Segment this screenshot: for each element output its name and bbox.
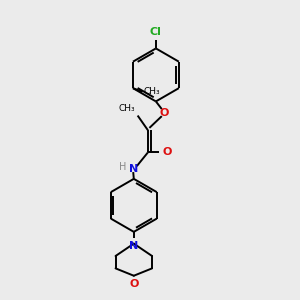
Text: H: H <box>119 162 127 172</box>
Text: CH₃: CH₃ <box>144 87 160 96</box>
Text: N: N <box>129 164 138 173</box>
Text: N: N <box>129 241 138 251</box>
Text: O: O <box>163 147 172 158</box>
Text: CH₃: CH₃ <box>119 103 135 112</box>
Text: O: O <box>129 279 139 289</box>
Text: Cl: Cl <box>150 27 162 37</box>
Text: O: O <box>159 108 169 118</box>
